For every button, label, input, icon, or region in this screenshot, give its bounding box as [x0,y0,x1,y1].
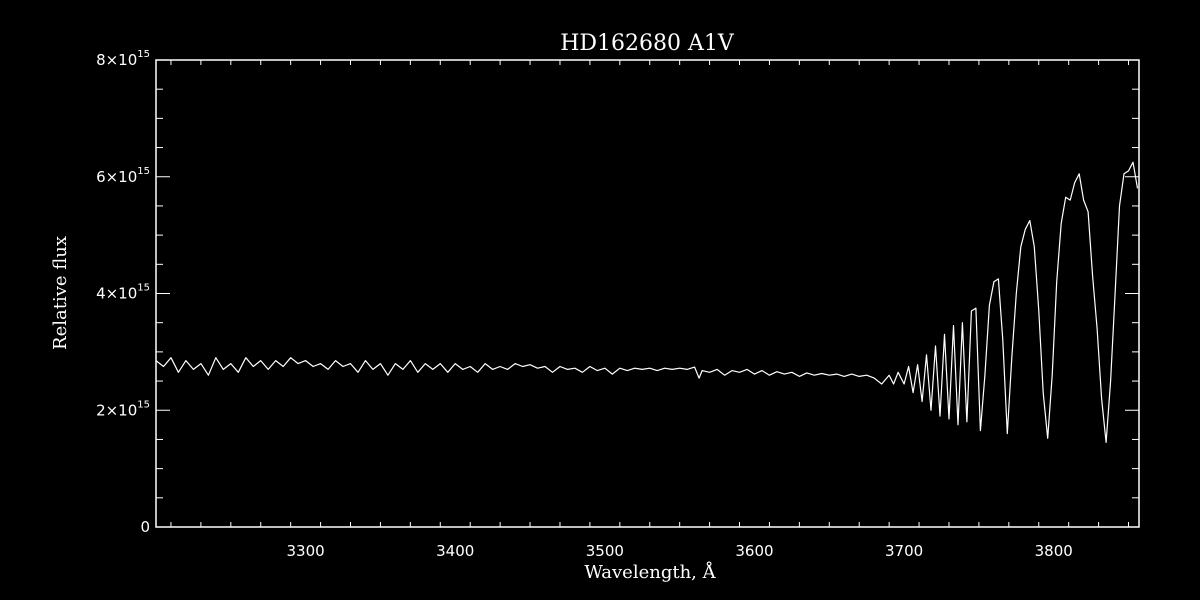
x-tick-label: 3400 [436,542,474,560]
x-tick-label: 3500 [586,542,624,560]
x-axis-tick-labels: 3300 3400 3500 3600 3700 3800 [287,542,1073,560]
y-tick-label: 4×1015 [96,283,150,303]
y-tick-label: 0 [140,518,150,536]
x-axis-ticks [170,60,1130,527]
y-axis-ticks [156,88,1139,499]
y-tick-label: 2×1015 [96,399,150,419]
x-axis-label: Wavelength, Å [584,561,716,583]
y-axis-label: Relative flux [50,236,71,350]
spectrum-line [155,161,1139,443]
y-tick-label: 6×1015 [96,166,150,186]
x-tick-label: 3700 [885,542,923,560]
y-tick-label: 8×1015 [96,49,150,69]
chart-title: HD162680 A1V [560,31,735,56]
x-tick-label: 3600 [735,542,773,560]
x-tick-label: 3300 [287,542,325,560]
y-axis-tick-labels: 0 2×1015 4×1015 6×1015 8×1015 [96,49,150,536]
x-tick-label: 3800 [1035,542,1073,560]
